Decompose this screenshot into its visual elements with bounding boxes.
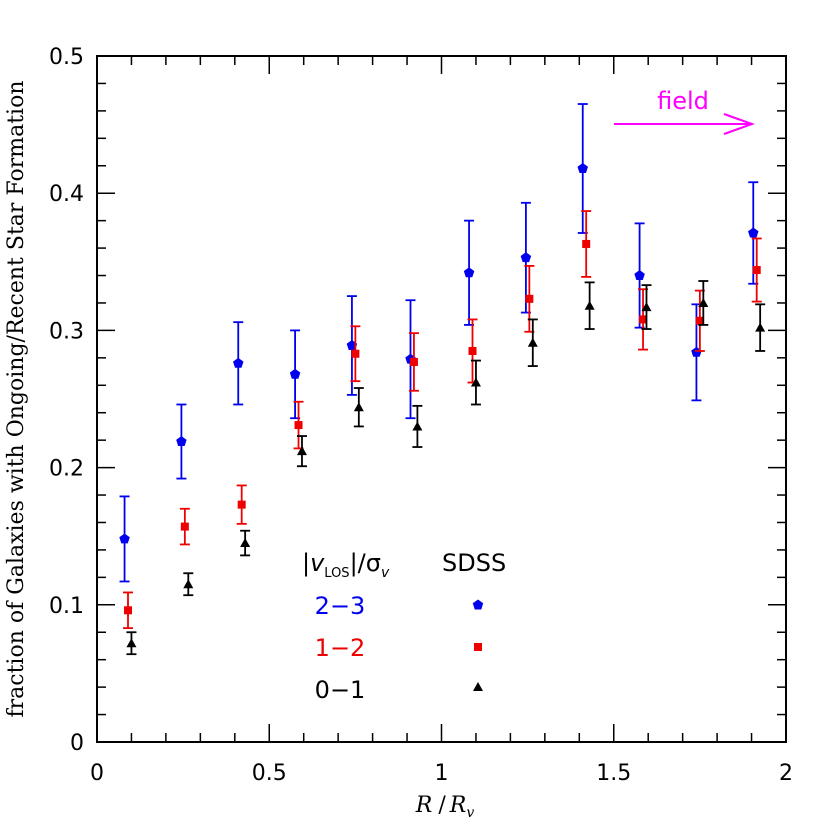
x-tick-label: 2 xyxy=(779,761,793,786)
data-point xyxy=(176,436,187,446)
plot-frame xyxy=(96,55,787,743)
data-point xyxy=(698,297,709,307)
data-point xyxy=(353,402,364,412)
data-point xyxy=(126,638,137,648)
series-0−1 xyxy=(126,280,766,656)
data-point xyxy=(470,377,481,387)
data-point xyxy=(577,163,588,173)
y-tick-label: 0.2 xyxy=(49,457,84,482)
x-tick-label: 1.5 xyxy=(596,761,631,786)
data-point xyxy=(520,252,532,263)
x-axis-label: R / Rv xyxy=(415,793,475,821)
data-point xyxy=(755,322,766,332)
x-tick-label: 0.5 xyxy=(252,761,287,786)
data-point xyxy=(468,346,477,355)
data-series xyxy=(119,103,766,656)
data-point xyxy=(525,294,534,303)
data-point xyxy=(296,446,307,456)
data-point xyxy=(233,357,244,368)
y-tick-label: 0.1 xyxy=(49,594,84,619)
data-point xyxy=(237,500,246,509)
data-point xyxy=(463,267,475,278)
data-point xyxy=(752,266,761,275)
data-point xyxy=(289,368,301,379)
data-point xyxy=(412,421,423,431)
series-1−2 xyxy=(123,210,762,630)
y-tick-label: 0.4 xyxy=(49,182,84,207)
y-tick-label: 0.3 xyxy=(49,319,84,344)
legend-label-0-1: 0−1 xyxy=(315,676,366,704)
data-point xyxy=(695,316,704,325)
y-tick-label: 0.5 xyxy=(49,45,84,70)
data-point xyxy=(582,239,591,248)
legend-marker-square xyxy=(474,643,482,651)
field-annotation-label: field xyxy=(657,87,709,115)
data-point xyxy=(639,315,648,324)
x-tick-label: 1 xyxy=(435,761,449,786)
data-point xyxy=(584,300,595,310)
data-point xyxy=(409,357,418,366)
data-point xyxy=(240,538,251,548)
legend-label-1-2: 1−2 xyxy=(315,634,366,662)
data-point xyxy=(527,337,538,347)
data-point xyxy=(294,421,303,430)
data-point xyxy=(748,227,759,238)
legend-marker-triangle xyxy=(473,682,483,691)
data-point xyxy=(124,606,133,615)
series-2−3 xyxy=(119,103,759,583)
data-point xyxy=(119,533,130,544)
legend-label-2-3: 2−3 xyxy=(315,592,366,620)
legend-marker-pentagon xyxy=(472,599,484,610)
legend-header-sdss: SDSS xyxy=(442,549,506,577)
axes-frame: 0 0.5 1 1.5 2 0 0.1 0.2 0.3 0.4 0.5 xyxy=(49,45,793,786)
x-tick-label: 0 xyxy=(90,761,104,786)
data-point xyxy=(183,579,194,589)
data-point xyxy=(634,270,645,280)
legend-header-velocity: |vLOS|/σv xyxy=(302,549,390,581)
legend: |vLOS|/σv SDSS 2−3 1−2 0−1 xyxy=(302,549,506,704)
field-arrow xyxy=(614,113,755,135)
x-axis-label-num: R xyxy=(415,793,433,818)
y-axis-label: fraction of Galaxies with Ongoing/Recent… xyxy=(4,80,29,717)
data-point xyxy=(351,349,360,358)
x-axis-label-sub: v xyxy=(466,805,474,821)
data-point xyxy=(180,522,189,531)
y-tick-label: 0 xyxy=(70,731,84,756)
data-point xyxy=(641,302,652,312)
x-axis-label-den: R xyxy=(449,793,467,818)
